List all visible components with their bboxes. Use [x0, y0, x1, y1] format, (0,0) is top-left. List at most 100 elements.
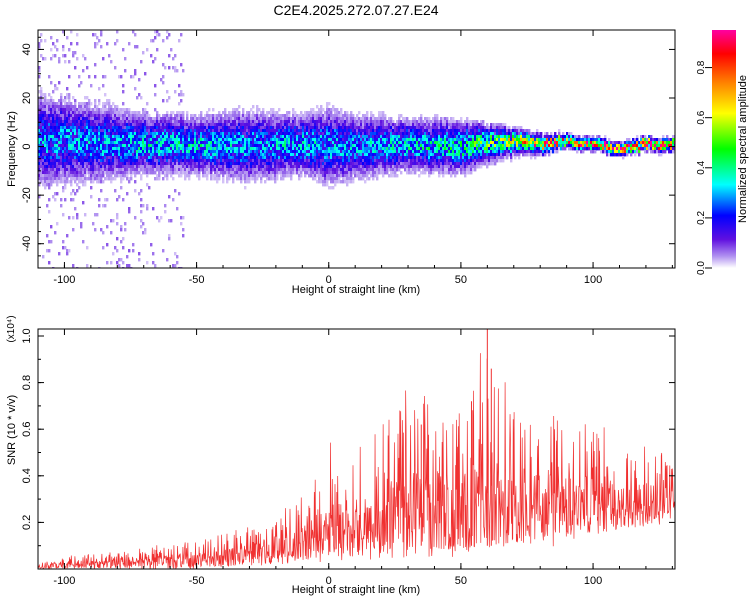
spectrogram-cell	[436, 153, 439, 157]
spectrogram-cell	[374, 132, 377, 136]
spectrogram-cell	[74, 207, 77, 211]
spectrogram-cell	[322, 108, 325, 112]
spectrogram-cell	[358, 177, 361, 181]
spectrogram-cell	[190, 159, 193, 163]
spectrogram-cell	[134, 129, 137, 133]
spectrogram-cell	[298, 147, 301, 151]
spectrogram-cell	[412, 120, 415, 124]
spectrogram-cell	[286, 114, 289, 118]
spectrogram-cell	[96, 165, 99, 169]
spectrogram-cell	[240, 120, 243, 124]
spectrogram-cell	[360, 156, 363, 160]
spectrogram-cell	[108, 123, 111, 127]
spectrogram-cell	[48, 111, 51, 115]
spectrogram-cell	[112, 135, 115, 139]
spectrogram-cell	[114, 123, 117, 127]
spectrogram-cell	[116, 222, 119, 226]
spectrogram-cell	[218, 159, 221, 163]
spectrogram-cell	[308, 138, 311, 142]
spectrogram-cell	[176, 168, 179, 172]
spectrogram-cell	[284, 123, 287, 127]
spectrogram-cell	[304, 174, 307, 178]
spectrogram-cell	[378, 141, 381, 145]
spectrogram-cell	[370, 123, 373, 127]
spectrogram-cell	[62, 111, 65, 115]
spectrogram-cell	[242, 165, 245, 169]
spectrogram-cell	[274, 150, 277, 154]
spectrogram-cell	[384, 144, 387, 148]
spectrogram-cell	[82, 165, 85, 169]
spectrogram-cell	[432, 165, 435, 169]
spectrogram-cell	[190, 171, 193, 175]
spectrogram-cell	[428, 141, 431, 145]
spectrogram-cell	[104, 120, 107, 124]
spectrogram-cell	[46, 105, 49, 109]
spectrogram-cell	[280, 123, 283, 127]
spectrogram-cell	[288, 135, 291, 139]
spectrogram-cell	[234, 129, 237, 133]
spectrogram-cell	[236, 132, 239, 136]
spectrogram-cell	[114, 108, 117, 112]
spectrogram-cell	[178, 126, 181, 130]
spectrogram-cell	[406, 141, 409, 145]
spectrogram-cell	[48, 99, 51, 103]
spectrogram-cell	[180, 93, 183, 97]
spectrogram-cell	[252, 132, 255, 136]
spectrogram-cell	[444, 156, 447, 160]
spectrogram-cell	[190, 132, 193, 136]
spectrogram-cell	[294, 165, 297, 169]
spectrogram-cell	[146, 207, 149, 211]
spectrogram-cell	[40, 165, 43, 169]
spectrogram-cell	[122, 261, 125, 265]
spectrogram-cell	[84, 162, 87, 166]
spectrogram-cell	[256, 141, 259, 145]
spectrogram-cell	[240, 174, 243, 178]
spectrogram-cell	[162, 162, 165, 166]
spectrogram-cell	[112, 150, 115, 154]
spectrogram-cell	[218, 138, 221, 142]
spectrogram-cell	[382, 174, 385, 178]
spectrogram-cell	[178, 102, 181, 106]
spectrogram-cell	[170, 162, 173, 166]
spectrogram-cell	[120, 156, 123, 160]
spectrogram-cell	[260, 180, 263, 184]
spectrogram-cell	[252, 144, 255, 148]
spectrogram-cell	[264, 171, 267, 175]
spectrogram-cell	[230, 120, 233, 124]
spectrogram-cell	[404, 126, 407, 130]
spectrogram-cell	[74, 138, 77, 142]
spectrogram-cell	[322, 153, 325, 157]
spectrogram-cell	[48, 93, 51, 97]
spectrogram-cell	[284, 165, 287, 169]
spectrogram-cell	[64, 60, 67, 64]
spectrogram-cell	[244, 147, 247, 151]
spectrogram-cell	[82, 105, 85, 109]
spectrogram-cell	[248, 150, 251, 154]
spectrogram-cell	[340, 150, 343, 154]
spectrogram-cell	[82, 177, 85, 181]
spectrogram-cell	[102, 132, 105, 136]
spectrogram-cell	[100, 165, 103, 169]
spectrogram-cell	[390, 156, 393, 160]
spectrogram-cell	[216, 153, 219, 157]
spectrogram-cell	[134, 135, 137, 139]
spectrogram-cell	[46, 138, 49, 142]
spectrogram-cell	[52, 162, 55, 166]
spectrogram-cell	[200, 129, 203, 133]
spectrogram-cell	[272, 129, 275, 133]
spectrogram-cell	[174, 159, 177, 163]
spectrogram-cell	[102, 105, 105, 109]
spectrogram-cell	[372, 129, 375, 133]
spectrogram-cell	[250, 120, 253, 124]
spectrogram-cell	[184, 132, 187, 136]
spectrogram-cell	[202, 156, 205, 160]
spectrogram-cell	[408, 132, 411, 136]
spectrogram-cell	[230, 156, 233, 160]
spectrogram-cell	[232, 168, 235, 172]
spectrogram-cell	[216, 135, 219, 139]
spectrogram-cell	[130, 147, 133, 151]
spectrogram-cell	[370, 129, 373, 133]
spectrogram-cell	[378, 114, 381, 118]
spectrogram-cell	[254, 153, 257, 157]
spectrogram-cell	[238, 165, 241, 169]
